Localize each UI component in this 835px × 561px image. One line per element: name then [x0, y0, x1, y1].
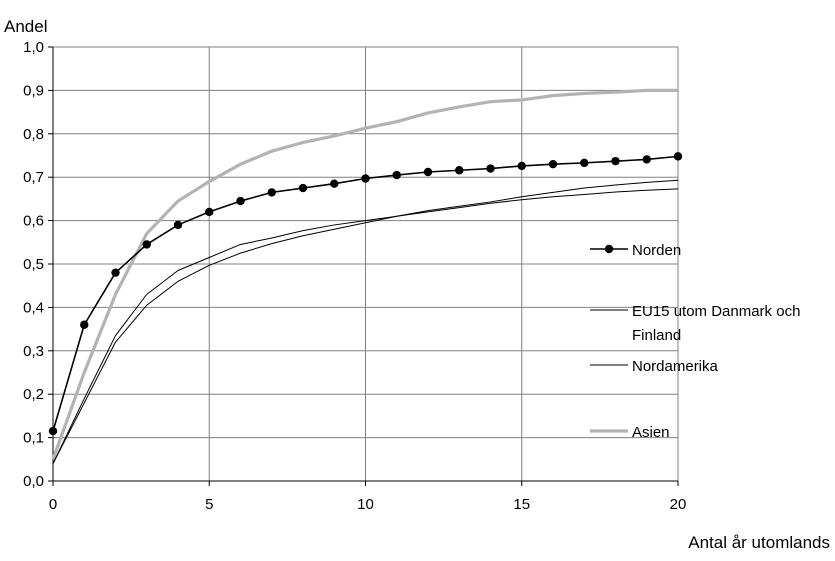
series-point-0: [330, 179, 339, 188]
axes: 0,0 0,1 0,2 0,3 0,4 0,5 0,6 0,7 0,8 0,9 1,0 0 5 10 15 2…: [23, 39, 686, 513]
series-point-0: [673, 152, 683, 161]
legend-label-2: Nordamerika: [632, 358, 719, 375]
x-tick-label: 10: [357, 496, 374, 513]
series-line-1: [52, 188, 679, 464]
series-point-0: [205, 207, 214, 217]
series-point-0: [80, 320, 89, 329]
y-tick-label: 0,2: [23, 386, 44, 403]
series-lines: [48, 88, 683, 464]
series-point-0: [486, 164, 495, 173]
y-tick-label: 0,8: [23, 126, 44, 143]
series-point-0: [267, 188, 276, 197]
series-point-0: [611, 156, 620, 166]
y-tick-label: 0,4: [23, 299, 44, 316]
legend-marker-0: [604, 244, 614, 254]
y-tick-label: 0,1: [23, 430, 44, 447]
legend-label-3: Asien: [632, 424, 670, 441]
series-point-0: [361, 174, 370, 183]
y-axis-title: Andel: [4, 17, 47, 36]
y-tick-label: 0,3: [23, 343, 44, 360]
series-point-0: [142, 240, 151, 249]
series-point-0: [423, 167, 433, 177]
series-point-0: [111, 268, 120, 277]
series-point-0: [236, 196, 245, 206]
series-point-0: [642, 155, 651, 164]
x-tick-label: 15: [513, 496, 530, 513]
series-line-3: [51, 88, 678, 460]
y-tick-label: 0,5: [23, 256, 44, 273]
series-line-2: [52, 179, 679, 464]
y-tick-label: 0,7: [23, 169, 44, 186]
grid: [52, 46, 679, 482]
legend: Norden EU15 utom Danmark och Finland Nordam…: [590, 242, 800, 441]
x-axis-title: Antal år utomlands: [688, 533, 830, 552]
series-point-0: [548, 159, 558, 169]
series-point-0: [298, 183, 308, 193]
series-point-0: [580, 158, 589, 168]
series-point-0: [455, 166, 464, 175]
y-tick-label: 0,9: [23, 82, 44, 99]
y-tick-label: 1,0: [23, 39, 44, 56]
x-tick-label: 0: [49, 496, 57, 513]
series-point-0: [517, 161, 526, 171]
legend-label-1: EU15 utom Danmark och Finland: [632, 303, 800, 344]
x-tick-label: 5: [205, 496, 213, 513]
series-point-0: [48, 426, 58, 436]
legend-label-0: Norden: [632, 242, 681, 259]
series-point-0: [392, 170, 401, 180]
y-tick-label: 0,0: [23, 473, 44, 490]
x-tick-label: 20: [670, 496, 687, 513]
y-tick-label: 0,6: [23, 213, 44, 230]
series-point-0: [173, 220, 183, 230]
